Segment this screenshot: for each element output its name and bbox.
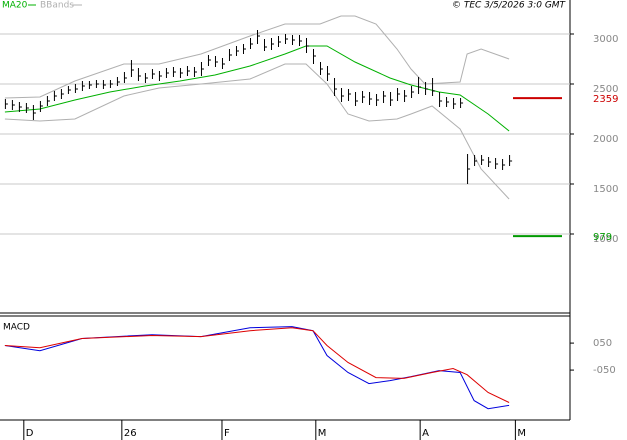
x-tick-label: M [318, 428, 327, 439]
y-tick-label: 050 [593, 338, 612, 349]
level-label: 979 [593, 232, 612, 243]
bband-upper [4, 15, 510, 99]
y-tick-label: 3000 [593, 34, 618, 45]
x-tick-label: A [422, 428, 429, 439]
x-tick-label: 26 [124, 428, 137, 439]
panel-title: MACD [3, 323, 30, 333]
level-label: 2359 [593, 94, 618, 105]
y-tick-label: 1000 [593, 234, 618, 245]
ma20-line [4, 45, 510, 132]
x-tick-label: D [26, 428, 34, 439]
annotation: © TEC 3/5/2026 3:0 GMT [452, 1, 567, 11]
macd-line [4, 326, 510, 410]
y-tick-label: 2000 [593, 134, 618, 145]
y-tick-label: -050 [593, 365, 616, 376]
legend-entry: MA20 [2, 1, 28, 11]
x-tick-label: F [224, 428, 230, 439]
y-tick-label: 2500 [593, 84, 618, 95]
x-tick-label: M [517, 428, 526, 439]
bband-lower [4, 63, 510, 200]
legend-entry: BBands [40, 1, 74, 11]
y-tick-label: 1500 [593, 184, 618, 195]
macd-line [4, 327, 510, 403]
